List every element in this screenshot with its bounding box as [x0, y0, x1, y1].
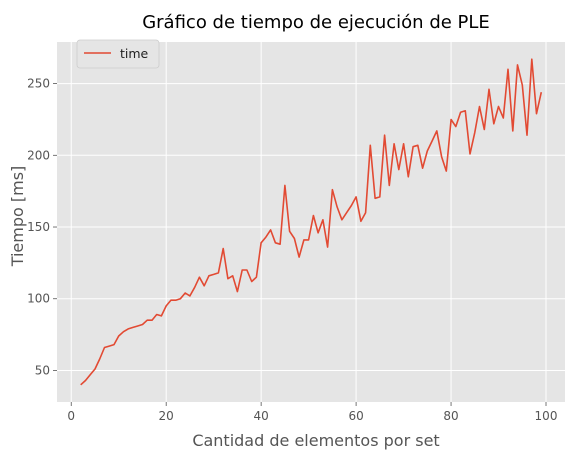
legend: time — [76, 39, 160, 69]
plot-area — [57, 42, 565, 402]
legend-box — [76, 39, 160, 69]
x-tick-label: 40 — [254, 409, 269, 423]
x-tick-label: 0 — [67, 409, 75, 423]
chart-title: Gráfico de tiempo de ejecución de PLE — [142, 12, 490, 33]
x-axis-label: Cantidad de elementos por set — [192, 431, 439, 450]
y-tick-label: 100 — [27, 292, 50, 306]
y-tick-label: 250 — [27, 77, 50, 91]
x-tick-label: 100 — [535, 409, 558, 423]
x-tick-label: 80 — [443, 409, 458, 423]
y-tick-label: 150 — [27, 220, 50, 234]
grid — [57, 42, 565, 402]
series-line-time — [80, 58, 543, 386]
legend-label-time: time — [120, 46, 149, 61]
x-tick-label: 60 — [348, 409, 363, 423]
y-axis-ticks: 50 100 150 200 250 — [27, 77, 57, 377]
y-tick-label: 200 — [27, 148, 50, 162]
y-axis-label: Tiempo [ms] — [8, 166, 27, 268]
y-tick-label: 50 — [35, 363, 50, 377]
x-tick-label: 20 — [159, 409, 174, 423]
x-axis-ticks: 0 20 40 60 80 100 — [67, 402, 557, 423]
